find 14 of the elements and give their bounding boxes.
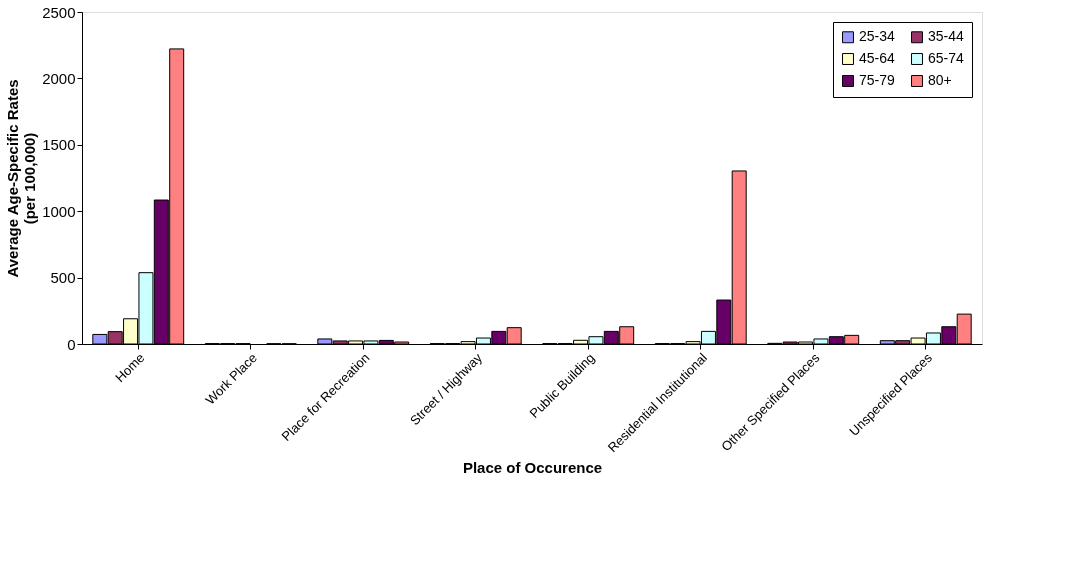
y-tick-label: 1000	[42, 202, 76, 220]
legend-label: 80+	[928, 72, 952, 88]
y-tick-label: 1500	[42, 136, 76, 154]
legend-label: 75-79	[859, 72, 896, 88]
y-tick-label: 0	[67, 335, 76, 353]
legend-label: 25-34	[859, 28, 896, 45]
legend-label: 65-74	[928, 50, 965, 66]
legend-label: 45-64	[859, 50, 896, 66]
y-tick-label: 2500	[42, 3, 76, 21]
legend-label: 35-44	[928, 28, 965, 45]
y-axis-title: Average Age-Specific Rates (per 100,000)	[4, 79, 39, 278]
y-tick-label: 500	[50, 269, 76, 287]
y-tick-label: 2000	[42, 69, 76, 87]
x-axis-title: Place of Occurence	[462, 459, 603, 477]
